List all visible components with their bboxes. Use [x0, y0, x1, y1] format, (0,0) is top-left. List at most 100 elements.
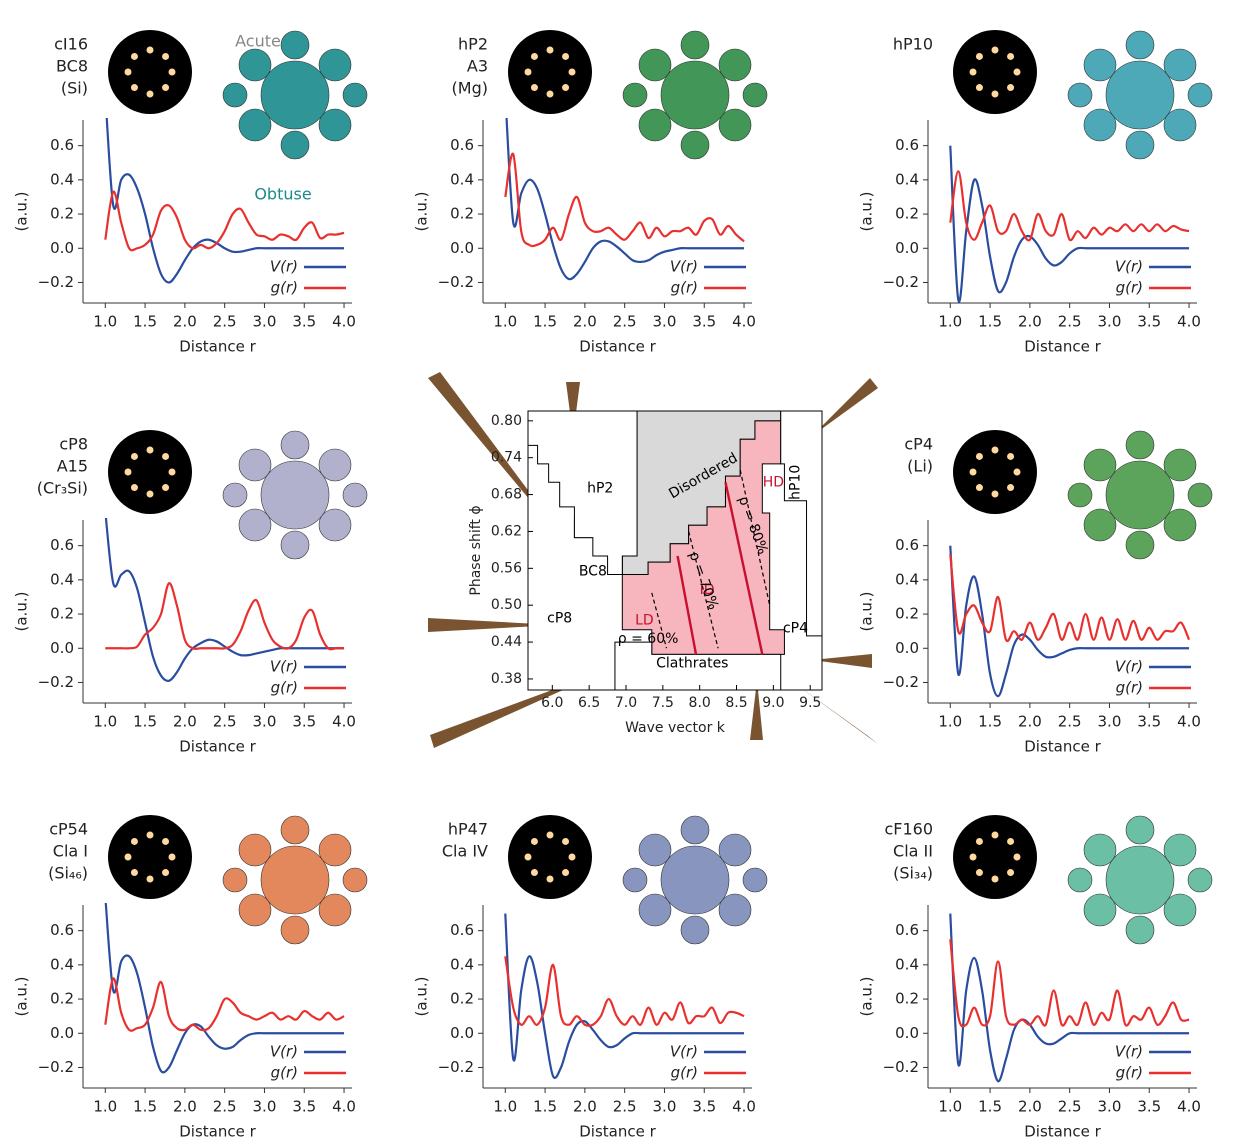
y-tick-label: 0.0: [450, 1024, 474, 1042]
diffraction-spot: [531, 53, 538, 60]
y-tick-label: 0.2: [450, 205, 474, 223]
x-tick-label: 4.0: [1177, 1098, 1201, 1116]
x-tick-label: 2.0: [573, 1098, 597, 1116]
y-tick-label: 0.4: [895, 570, 919, 588]
crystal-structure: [1164, 509, 1196, 541]
structure-label: Cla IV: [442, 842, 488, 861]
diffraction-pattern: [508, 815, 592, 899]
x-tick-label: 1.5: [133, 313, 157, 331]
diffraction-spot: [1007, 84, 1014, 91]
diffraction-spot: [1007, 869, 1014, 876]
structure-label: cF160: [884, 820, 933, 839]
region-label: LD: [635, 613, 654, 629]
crystal-structure: [639, 834, 671, 866]
x-tick-label: 2.0: [1018, 313, 1042, 331]
region-label: cP4: [783, 621, 808, 637]
crystal-structure: [1106, 846, 1174, 914]
series-line: [950, 146, 1189, 302]
legend-label: g(r): [1116, 1064, 1143, 1082]
crystal-structure: [681, 31, 709, 59]
diffraction-spot: [162, 84, 169, 91]
structure-label: cP54: [49, 820, 88, 839]
page: cI16BC8(Si)AcuteObtuse−0.20.00.20.40.61.…: [0, 0, 1248, 1143]
x-tick-label: 1.0: [938, 313, 962, 331]
crystal-structure: [1126, 131, 1154, 159]
diffraction-pattern: [953, 30, 1037, 114]
crystal-structure: [1188, 83, 1212, 107]
diffraction-spot: [547, 832, 554, 839]
diffraction-pattern: [108, 430, 192, 514]
y-tick-label: 0.6: [50, 921, 74, 939]
diffraction-spot: [992, 491, 999, 498]
crystal-structure: [343, 83, 367, 107]
x-tick-label: 4.0: [332, 313, 356, 331]
y-tick-label: 0.0: [50, 1024, 74, 1042]
crystal-structure: [1084, 449, 1116, 481]
structure-label: cP8: [59, 435, 88, 454]
crystal-structure: [343, 868, 367, 892]
x-tick-label: 3.5: [292, 313, 316, 331]
x-tick-label: 2.0: [173, 1098, 197, 1116]
diffraction-spot: [162, 869, 169, 876]
y-tick-label: 0.68: [491, 487, 522, 503]
crystal-structure: [1084, 49, 1116, 81]
y-tick-label: −0.2: [38, 673, 74, 691]
diffraction-spot: [131, 53, 138, 60]
y-tick-label: 0.2: [50, 605, 74, 623]
annotation: Obtuse: [254, 185, 311, 204]
diffraction-spot: [147, 447, 154, 454]
y-tick-label: 0.6: [895, 921, 919, 939]
structure-label: cP4: [904, 435, 933, 454]
x-tick-label: 1.5: [133, 713, 157, 731]
series-line: [505, 956, 744, 1025]
crystal-structure: [681, 916, 709, 944]
crystal-structure: [719, 109, 751, 141]
crystal-structure: [281, 916, 309, 944]
diffraction-spot: [147, 491, 154, 498]
x-tick-label: 1.0: [938, 713, 962, 731]
y-tick-label: −0.2: [883, 273, 919, 291]
crystal-structure: [719, 834, 751, 866]
y-tick-label: 0.6: [450, 921, 474, 939]
structure-label: hP10: [893, 35, 933, 54]
y-tick-label: 0.74: [491, 450, 522, 466]
structure-label: (Li): [907, 457, 933, 476]
x-axis-label: Distance r: [1024, 738, 1101, 756]
x-tick-label: 2.5: [613, 313, 637, 331]
y-tick-label: 0.4: [50, 570, 74, 588]
x-tick-label: 1.5: [533, 1098, 557, 1116]
y-axis-label: (a.u.): [413, 192, 431, 232]
series-line: [505, 914, 744, 1078]
crystal-structure: [319, 449, 351, 481]
crystal-structure: [1164, 894, 1196, 926]
y-tick-label: 0.62: [491, 523, 522, 539]
legend-label: V(r): [1115, 1043, 1143, 1061]
x-tick-label: 2.0: [173, 313, 197, 331]
crystal-structure: [743, 868, 767, 892]
y-tick-label: 0.0: [895, 639, 919, 657]
x-tick-label: 2.5: [1058, 1098, 1082, 1116]
x-tick-label: 3.0: [653, 313, 677, 331]
x-axis-label: Distance r: [179, 1123, 256, 1141]
legend-label: V(r): [1115, 658, 1143, 676]
diffraction-spot: [1014, 469, 1021, 476]
diffraction-spot: [992, 91, 999, 98]
diffraction-pattern: [953, 815, 1037, 899]
y-tick-label: 0.56: [491, 560, 522, 576]
y-tick-label: 0.50: [491, 597, 522, 613]
x-tick-label: 2.5: [1058, 313, 1082, 331]
x-tick-label: 3.0: [253, 313, 277, 331]
diffraction-spot: [131, 84, 138, 91]
x-tick-label: 3.0: [253, 713, 277, 731]
legend-label: V(r): [1115, 258, 1143, 276]
diffraction-spot: [976, 53, 983, 60]
crystal-structure: [223, 83, 247, 107]
series-line: [105, 896, 344, 1072]
structure-label: Cla I: [53, 842, 88, 861]
crystal-structure: [281, 816, 309, 844]
crystal-structure: [319, 894, 351, 926]
diffraction-spot: [562, 53, 569, 60]
y-tick-label: −0.2: [438, 1058, 474, 1076]
series-line: [950, 546, 1189, 697]
x-tick-label: 4.0: [1177, 713, 1201, 731]
